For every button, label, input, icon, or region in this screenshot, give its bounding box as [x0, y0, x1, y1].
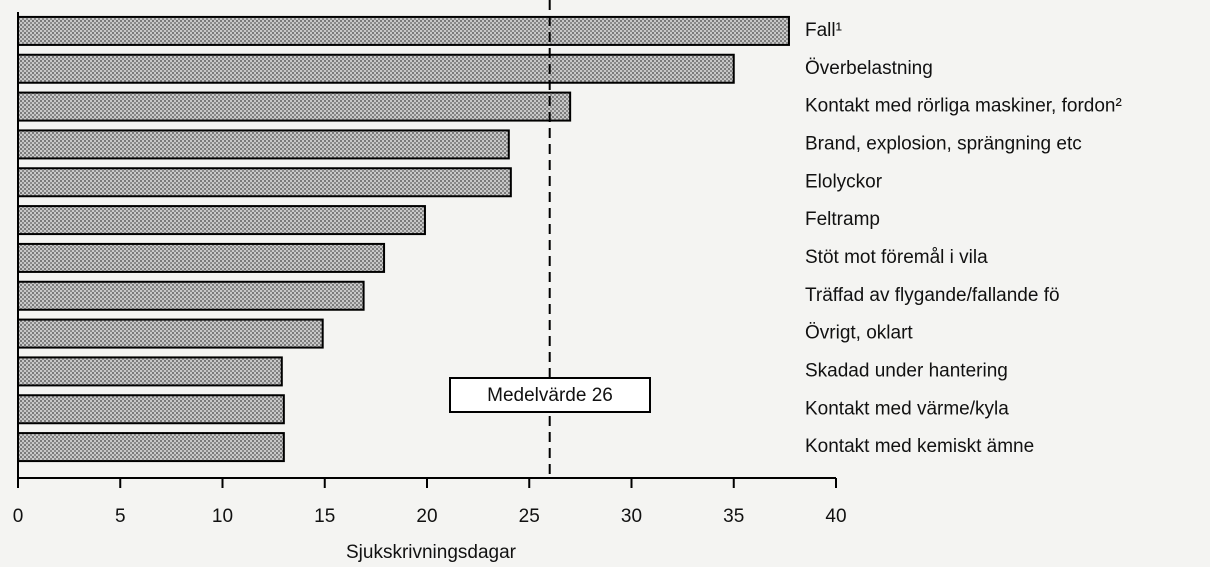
- x-tick-label: 10: [212, 506, 233, 527]
- category-label: Kontakt med värme/kyla: [805, 398, 1009, 419]
- bar: [17, 318, 324, 349]
- category-label: Stöt mot föremål i vila: [805, 247, 988, 268]
- bar: [17, 432, 285, 463]
- annotation: Medelvärde 26: [487, 385, 613, 406]
- bar: [17, 205, 426, 236]
- x-tick-label: 15: [314, 506, 335, 527]
- x-tick-label: 5: [115, 506, 126, 527]
- bar: [17, 91, 572, 122]
- bar: [17, 394, 285, 425]
- bar: [17, 167, 512, 198]
- category-label: Skadad under hantering: [805, 360, 1008, 381]
- category-label: Kontakt med rörliga maskiner, fordon²: [805, 96, 1122, 117]
- category-label: Kontakt med kemiskt ämne: [805, 436, 1034, 457]
- bar: [17, 242, 386, 273]
- category-label: Elolyckor: [805, 171, 883, 192]
- x-axis-label: Sjukskrivningsdagar: [346, 542, 517, 563]
- x-tick-label: 40: [825, 506, 846, 527]
- category-label: Övrigt, oklart: [805, 323, 913, 344]
- x-tick-label: 35: [723, 506, 744, 527]
- x-tick-label: 25: [519, 506, 540, 527]
- category-label: Överbelastning: [805, 58, 933, 79]
- bar: [17, 15, 790, 46]
- bar: [17, 129, 510, 160]
- bar: [17, 53, 735, 84]
- x-tick-label: 20: [416, 506, 437, 527]
- bar: [17, 280, 365, 311]
- bar: [17, 356, 283, 387]
- annotation-box: [449, 377, 651, 413]
- category-label: Brand, explosion, sprängning etc: [805, 133, 1082, 154]
- category-label: Träffad av flygande/fallande fö: [805, 285, 1060, 306]
- x-tick-label: 30: [621, 506, 642, 527]
- x-tick-label: 0: [13, 506, 24, 527]
- category-label: Fall¹: [805, 20, 842, 41]
- category-label: Feltramp: [805, 209, 880, 230]
